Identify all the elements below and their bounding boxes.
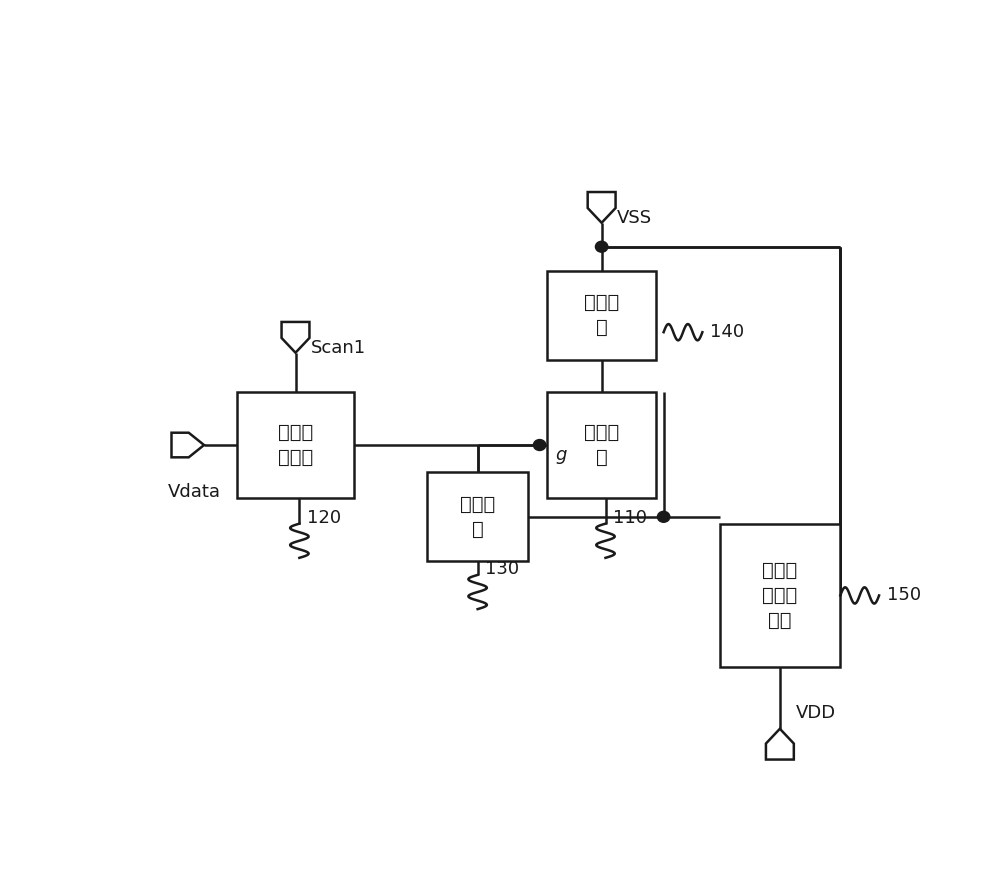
Text: 驱动模
块: 驱动模 块: [584, 423, 619, 467]
Text: 发光模
块: 发光模 块: [584, 293, 619, 337]
Text: 数据写
入模块: 数据写 入模块: [278, 423, 313, 467]
Text: 存储模
块: 存储模 块: [460, 495, 495, 539]
Text: 电压波
动抑制
模块: 电压波 动抑制 模块: [762, 561, 798, 630]
Bar: [547, 392, 656, 498]
Text: 150: 150: [887, 586, 921, 605]
Text: VDD: VDD: [795, 704, 836, 722]
Circle shape: [657, 511, 670, 522]
Text: g: g: [555, 447, 566, 464]
Polygon shape: [766, 729, 794, 759]
Text: VSS: VSS: [617, 210, 652, 227]
Text: 110: 110: [613, 509, 647, 527]
Text: Scan1: Scan1: [311, 339, 366, 357]
Text: 140: 140: [710, 323, 744, 341]
Circle shape: [533, 440, 546, 450]
Text: 120: 120: [307, 509, 341, 527]
Circle shape: [595, 242, 608, 252]
Bar: [547, 271, 656, 360]
Bar: [427, 472, 528, 561]
Polygon shape: [282, 322, 309, 353]
Bar: [237, 392, 354, 498]
Polygon shape: [588, 192, 616, 223]
Text: 130: 130: [485, 560, 520, 578]
Polygon shape: [172, 432, 204, 457]
Bar: [720, 524, 840, 667]
Text: Vdata: Vdata: [168, 483, 221, 501]
